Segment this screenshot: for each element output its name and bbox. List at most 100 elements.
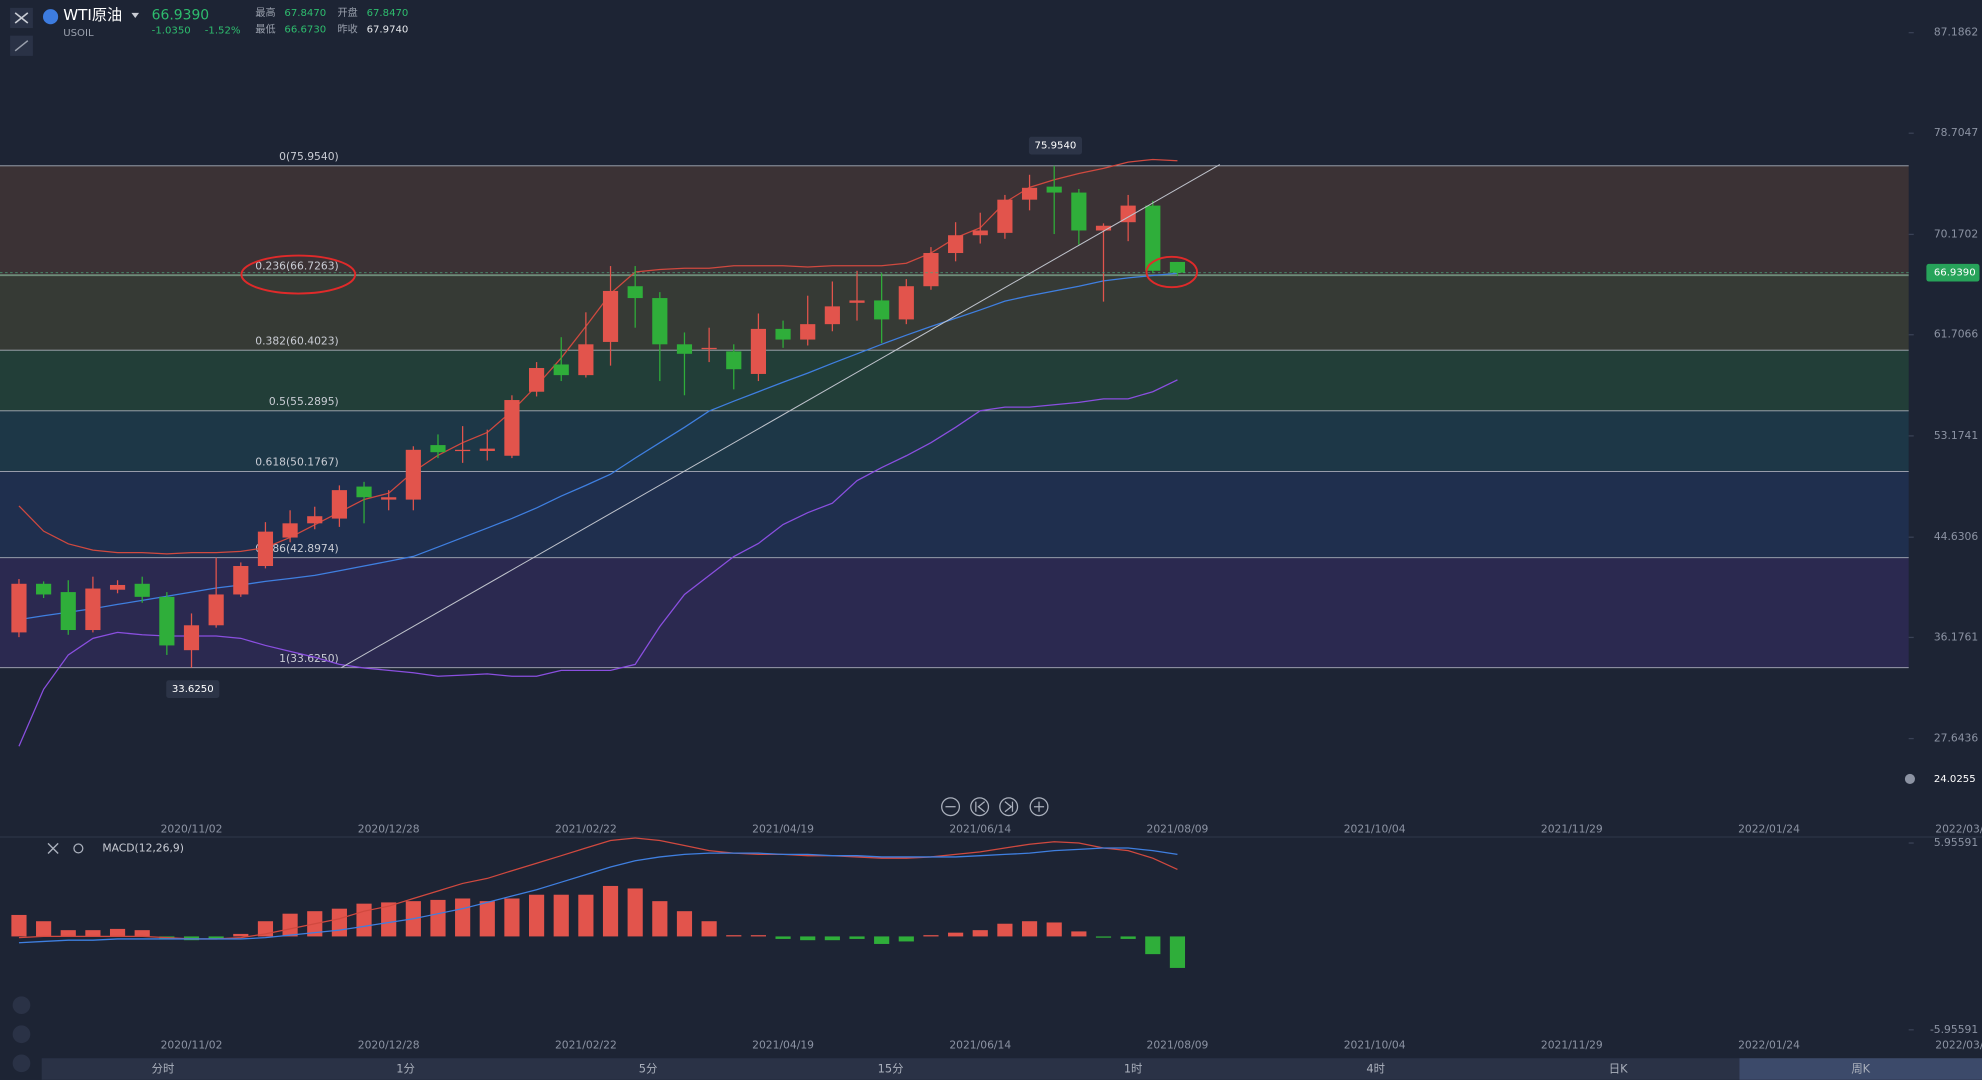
macd-bar <box>1169 936 1186 968</box>
candle-body <box>331 490 347 519</box>
macd-bar <box>602 885 619 937</box>
alert-icon[interactable] <box>1904 773 1916 784</box>
tab[interactable]: 4时 <box>1366 1062 1385 1076</box>
x-tick-label: 2021/04/19 <box>752 1039 814 1052</box>
tool-icon <box>14 40 29 52</box>
candle-body <box>972 230 988 236</box>
tab[interactable]: 分时 <box>152 1062 175 1076</box>
x-tick-label: 2021/08/09 <box>1147 822 1209 835</box>
macd-bar <box>627 888 643 937</box>
y-tick-label: 44.6306 <box>1934 530 1979 543</box>
stat-label: 最高 <box>255 6 275 19</box>
annotation-circle <box>240 254 357 295</box>
macd-bar <box>578 894 594 937</box>
fib-zone <box>0 471 1909 558</box>
candle-body <box>381 497 397 500</box>
fib-label: 1(33.6250) <box>279 652 339 665</box>
x-tick-label: 2021/11/29 <box>1541 1039 1603 1052</box>
icon <box>1033 801 1045 812</box>
y-tick-label: 5.95591 <box>1934 836 1978 849</box>
fib-label: 0.382(60.4023) <box>255 334 339 347</box>
macd-settings[interactable] <box>73 843 84 854</box>
macd-bar <box>1095 936 1112 938</box>
candle-body <box>874 300 890 320</box>
candle-body <box>60 592 76 631</box>
y-tick-label: 87.1862 <box>1934 26 1978 39</box>
macd-bar <box>1120 936 1136 939</box>
price-tag: 75.9540 <box>1035 141 1077 152</box>
zoom-out[interactable] <box>941 797 961 817</box>
tool-button[interactable] <box>12 996 31 1015</box>
x-tick-label: 2021/02/22 <box>555 1039 617 1052</box>
x-tick-label: 2022/01/24 <box>1738 1039 1800 1052</box>
dropdown[interactable] <box>131 12 140 18</box>
candle-body <box>1145 205 1161 271</box>
tab[interactable]: 1分 <box>396 1062 415 1076</box>
candle-body <box>36 583 52 595</box>
tab[interactable]: 15分 <box>878 1062 904 1076</box>
price-tag: 33.6250 <box>172 684 214 695</box>
icon <box>975 801 986 813</box>
tab[interactable]: 5分 <box>639 1062 658 1076</box>
candle-body <box>1095 225 1112 231</box>
main-plot: 0(75.9540) 0.236(66.7263) 0.382(60.4023) 0.… <box>0 26 1982 835</box>
candle-body <box>159 596 175 646</box>
tool-button[interactable] <box>12 1025 31 1044</box>
candle-body <box>430 445 446 453</box>
macd-bar <box>775 936 791 939</box>
symbol: WTI原油 <box>63 6 122 24</box>
macd-bar <box>430 899 446 937</box>
stat-label: 昨收 <box>337 22 357 35</box>
fib-label: 0.5(55.2895) <box>269 395 339 408</box>
candle-body <box>1046 186 1062 193</box>
trend-line <box>341 164 1221 669</box>
macd-line <box>18 847 1178 944</box>
tab[interactable]: 日K <box>1609 1062 1628 1076</box>
macd-bar <box>824 936 840 941</box>
macd-title: MACD(12,26,9) <box>102 841 184 854</box>
candle-body <box>405 449 421 500</box>
macd-bar <box>726 935 742 937</box>
band-line <box>18 379 1178 747</box>
band-line <box>18 158 1178 555</box>
macd-bar <box>85 930 101 937</box>
macd-bar <box>233 933 249 937</box>
candle-body <box>849 300 865 303</box>
macd-bar <box>750 935 767 937</box>
tab[interactable]: 1时 <box>1124 1062 1143 1076</box>
scroll-start[interactable] <box>970 797 990 817</box>
macd-bar <box>849 936 865 939</box>
macd-bar <box>652 901 668 937</box>
y-tick-label: -5.95591 <box>1930 1023 1978 1036</box>
x-tick-label: 2021/11/29 <box>1541 822 1603 835</box>
tab-active <box>1739 1058 1982 1080</box>
x-tick-label: 2021/10/04 <box>1344 822 1406 835</box>
fib-label: 0.786(42.8974) <box>255 542 339 555</box>
macd-bar <box>1021 921 1038 937</box>
macd-bar <box>972 930 988 937</box>
macd-close[interactable] <box>47 842 59 854</box>
candle-body <box>455 449 471 452</box>
tool-button[interactable] <box>12 1054 31 1073</box>
macd-bar <box>800 936 816 941</box>
symbol-code: USOIL <box>63 28 94 39</box>
price-tag: 66.9390 <box>1934 268 1976 279</box>
fib-zone <box>0 350 1909 411</box>
tabs: 分时 1分 5分 15分 1时 4时 日K 周K <box>152 1058 1982 1080</box>
candle-body <box>233 566 249 595</box>
band-line <box>18 272 1178 621</box>
tab[interactable]: 周K <box>1851 1062 1870 1076</box>
candle-body <box>11 583 27 633</box>
price-tag-bg <box>166 680 220 699</box>
candle-body <box>134 583 150 597</box>
fib-zone <box>0 410 1909 472</box>
zoom-in[interactable] <box>1029 797 1049 817</box>
zoom-controls <box>941 797 1049 817</box>
tab-bar <box>41 1058 1982 1080</box>
candle-body <box>183 625 200 651</box>
candle-body <box>528 368 545 392</box>
scroll-end[interactable] <box>999 797 1019 817</box>
annotation-circle <box>1145 255 1198 289</box>
candle-body <box>479 448 495 452</box>
stat-value: 67.8470 <box>284 8 326 19</box>
